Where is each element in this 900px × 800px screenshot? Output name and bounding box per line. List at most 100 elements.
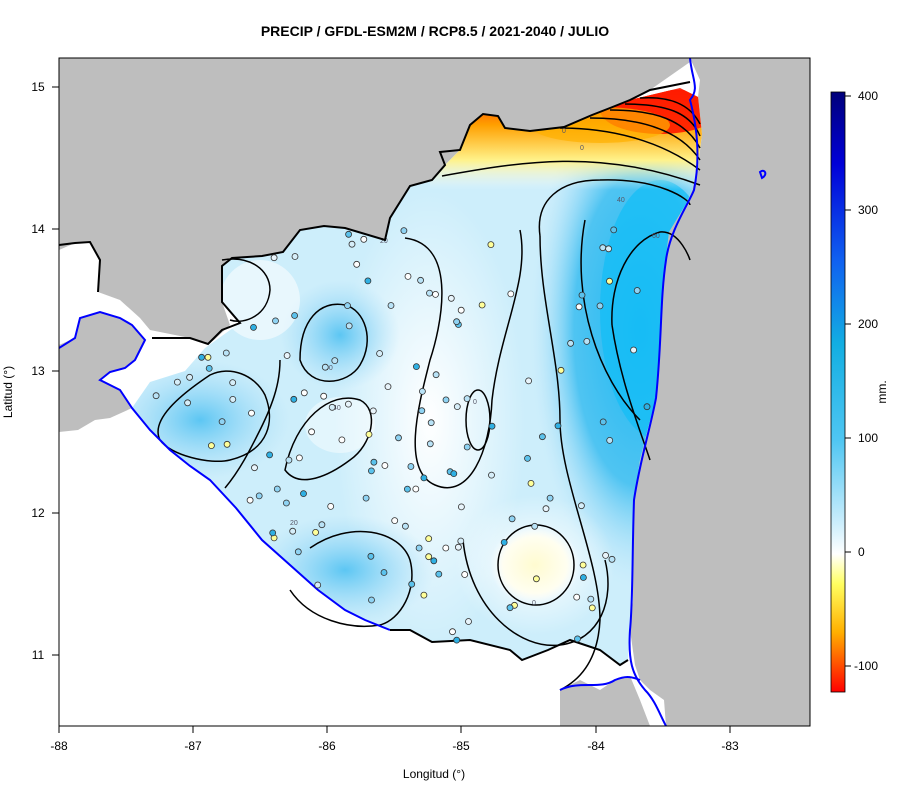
station-point	[291, 312, 299, 319]
station-point	[533, 575, 540, 583]
station-point	[370, 458, 378, 466]
station-point	[453, 403, 461, 411]
contour-labels: 0 0 20 40 60 40 40 0 0 20	[290, 128, 660, 607]
station-point	[453, 636, 461, 644]
station-point	[524, 454, 531, 462]
station-point	[367, 552, 375, 560]
station-point	[453, 318, 461, 326]
station-point	[404, 272, 412, 280]
station-point	[282, 499, 290, 507]
station-point	[488, 422, 496, 430]
x-tick-label: -84	[587, 739, 605, 753]
x-tick-label: -86	[318, 739, 336, 753]
station-point	[365, 430, 373, 438]
station-point	[246, 496, 254, 504]
station-point	[331, 357, 339, 365]
station-point	[435, 570, 443, 578]
x-tick-label: -88	[50, 739, 68, 753]
station-point	[599, 418, 607, 426]
station-point	[427, 419, 435, 427]
y-tick-label: 13	[31, 364, 45, 378]
station-point	[400, 227, 408, 235]
station-point	[369, 407, 377, 415]
station-point	[395, 434, 402, 442]
station-point	[602, 552, 609, 559]
station-point	[488, 471, 495, 479]
station-point	[198, 353, 206, 361]
contour-label: 20	[290, 520, 298, 527]
station-point	[633, 287, 641, 294]
station-point	[450, 470, 458, 478]
contour-label: 0	[580, 145, 584, 152]
colorbar-tick: -100	[854, 659, 878, 673]
station-point	[608, 555, 616, 563]
station-point	[583, 337, 591, 345]
y-tick-label: 14	[31, 222, 45, 236]
station-point	[186, 373, 194, 381]
station-point	[229, 395, 237, 403]
station-point	[442, 396, 450, 404]
station-point	[207, 442, 215, 450]
station-point	[447, 294, 455, 302]
x-tick-label: -83	[721, 739, 739, 753]
x-tick-label: -85	[452, 739, 470, 753]
station-point	[546, 494, 554, 502]
station-point	[255, 492, 263, 500]
station-point	[344, 400, 352, 408]
station-point	[205, 364, 213, 372]
station-point	[442, 544, 450, 552]
station-point	[291, 253, 299, 260]
station-point	[184, 399, 192, 407]
station-point	[152, 392, 160, 400]
station-point	[554, 422, 562, 430]
station-point	[573, 593, 581, 601]
station-point	[376, 350, 384, 357]
station-point	[290, 395, 298, 403]
contour-label: 20	[380, 238, 388, 245]
contour-label: 40	[333, 405, 341, 412]
country-borders	[59, 81, 691, 667]
colorbar-tick: 300	[858, 203, 878, 217]
station-point	[283, 352, 291, 359]
station-point	[222, 349, 230, 357]
station-point	[425, 553, 433, 561]
station-point	[567, 339, 574, 347]
station-point	[574, 635, 581, 643]
contour-lines	[157, 96, 701, 691]
station-point	[272, 317, 279, 325]
station-point	[321, 363, 329, 371]
station-point	[300, 490, 307, 498]
station-point	[463, 395, 471, 403]
station-point	[415, 544, 423, 552]
station-point	[432, 290, 439, 298]
station-point	[362, 494, 370, 502]
station-point	[229, 379, 237, 387]
station-point	[407, 463, 415, 470]
station-point	[412, 485, 420, 493]
colorbar: 400 300 200 100 0 -100 mm.	[830, 89, 889, 693]
station-point	[580, 574, 587, 581]
station-point	[587, 595, 595, 603]
contour-label: 0	[532, 600, 536, 607]
station-point	[605, 245, 612, 253]
station-point	[578, 291, 586, 299]
station-point	[173, 378, 181, 386]
station-point	[294, 548, 302, 556]
station-point	[345, 322, 353, 330]
colorbar-label: mm.	[875, 380, 889, 403]
station-point	[420, 591, 428, 599]
station-point	[250, 323, 257, 331]
colorbar-tick: 100	[858, 431, 878, 445]
colorbar-gradient	[830, 91, 846, 693]
station-point	[508, 515, 516, 523]
station-point	[418, 407, 426, 415]
station-point	[338, 436, 346, 444]
station-point	[391, 517, 399, 524]
station-point	[588, 604, 596, 612]
land-mask-south	[560, 676, 650, 726]
station-point	[417, 276, 425, 284]
land-mask-west	[59, 58, 690, 344]
station-point	[327, 502, 335, 510]
station-point	[507, 290, 515, 298]
station-point	[308, 428, 316, 436]
